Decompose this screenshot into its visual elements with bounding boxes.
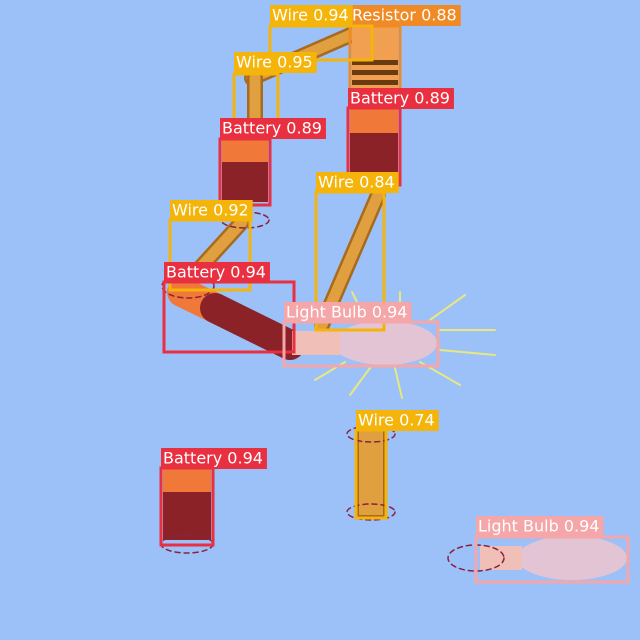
detection-label: Battery 0.89 (350, 89, 450, 108)
label-background (356, 410, 439, 431)
battery-body (350, 133, 398, 178)
label-background (270, 5, 353, 26)
label-background (284, 302, 412, 323)
detection-label: Wire 0.92 (172, 201, 249, 220)
label-background (164, 262, 270, 283)
resistor-band (352, 60, 398, 65)
battery-body (163, 492, 211, 540)
battery-body (200, 293, 305, 360)
detection: Wire 0.84 (314, 172, 399, 332)
bulb-base (480, 546, 522, 570)
resistor-band (352, 70, 398, 75)
detection: Wire 0.94 (268, 5, 374, 62)
detection-label: Resistor 0.88 (352, 6, 457, 25)
detection-label: Battery 0.94 (163, 449, 263, 468)
detection-label: Wire 0.74 (358, 411, 435, 430)
battery-cap (350, 108, 398, 133)
bulb-glass (517, 536, 627, 580)
detection-label: Light Bulb 0.94 (478, 517, 599, 536)
label-background (170, 200, 253, 221)
battery-body (222, 162, 268, 202)
label-background (316, 172, 399, 193)
detection: Battery 0.94 (159, 448, 267, 547)
resistor-band (352, 80, 398, 85)
label-background (161, 448, 267, 469)
detection-label: Wire 0.95 (236, 53, 313, 72)
detection-label: Wire 0.84 (318, 173, 395, 192)
detection: Battery 0.89 (346, 88, 454, 187)
detection-label: Battery 0.89 (222, 119, 322, 138)
detection: Light Bulb 0.94 (282, 302, 440, 368)
label-background (348, 88, 454, 109)
wire (357, 429, 385, 517)
label-background (350, 5, 461, 26)
bulb-glass (333, 321, 437, 365)
battery-cap (222, 140, 268, 162)
detection-label: Wire 0.94 (272, 6, 349, 25)
detection: Wire 0.95 (232, 52, 317, 138)
detection: Battery 0.89 (218, 118, 326, 207)
detection-label: Battery 0.94 (166, 263, 266, 282)
label-background (220, 118, 326, 139)
scene-objects (160, 20, 627, 580)
battery-cap (163, 468, 211, 492)
detection: Wire 0.92 (168, 200, 253, 292)
bulb-base (292, 331, 340, 355)
label-background (476, 516, 604, 537)
detection-label: Light Bulb 0.94 (286, 303, 407, 322)
detection: Resistor 0.88 (348, 5, 461, 98)
label-background (234, 52, 317, 73)
detection: Wire 0.74 (354, 410, 439, 520)
detection: Light Bulb 0.94 (474, 516, 630, 584)
